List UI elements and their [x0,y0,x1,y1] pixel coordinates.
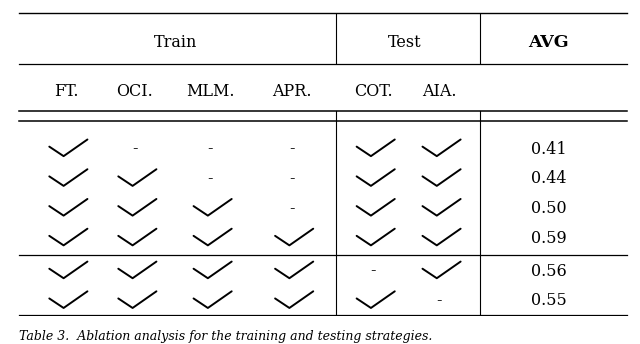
Text: Table 3.  Ablation analysis for the training and testing strategies.: Table 3. Ablation analysis for the train… [19,330,432,343]
Text: APR.: APR. [272,83,312,100]
Text: -: - [371,262,376,280]
Text: AVG: AVG [529,34,569,51]
Text: 0.44: 0.44 [531,170,566,187]
Text: 0.41: 0.41 [531,140,567,158]
Text: 0.59: 0.59 [531,230,567,247]
Text: -: - [289,140,294,158]
Text: -: - [289,170,294,187]
Text: 0.56: 0.56 [531,262,567,280]
Text: Train: Train [154,34,197,51]
Text: -: - [207,170,213,187]
Text: OCI.: OCI. [116,83,154,100]
Text: AIA.: AIA. [422,83,456,100]
Text: 0.55: 0.55 [531,292,567,309]
Text: -: - [436,292,442,309]
Text: COT.: COT. [354,83,392,100]
Text: -: - [207,140,213,158]
Text: -: - [289,200,294,217]
Text: FT.: FT. [54,83,78,100]
Text: Test: Test [388,34,422,51]
Text: 0.50: 0.50 [531,200,567,217]
Text: MLM.: MLM. [186,83,234,100]
Text: -: - [132,140,138,158]
